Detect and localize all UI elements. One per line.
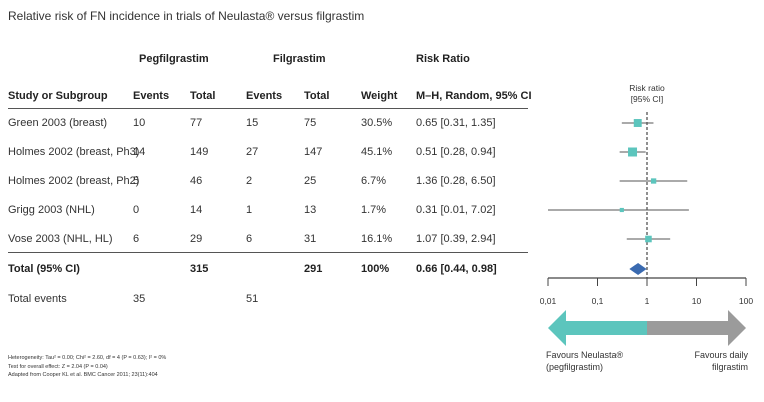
risk-ratio-ci: 0.51 [0.28, 0.94] — [416, 146, 496, 158]
header-divider — [8, 108, 528, 109]
events-fil: 15 — [246, 117, 259, 129]
chart-title: Relative risk of FN incidence in trials … — [8, 9, 365, 23]
study-name: Vose 2003 (NHL, HL) — [8, 233, 113, 245]
footnotes: Heterogeneity: Tau² = 0.00; Chi² = 2.60,… — [8, 354, 166, 380]
source-note: Adapted from Cooper KL et al. BMC Cancer… — [8, 372, 158, 378]
events-peg: 6 — [133, 233, 140, 245]
tick-label: 10 — [692, 296, 702, 306]
study-name: Grigg 2003 (NHL) — [8, 204, 95, 216]
total-events-fil: 51 — [246, 293, 259, 305]
point-marker — [619, 207, 624, 213]
group-header-pegfilgrastim: Pegfilgrastim — [139, 53, 209, 65]
total-divider — [8, 252, 528, 253]
tick-label: 0,1 — [592, 296, 604, 306]
weight: 6.7% — [361, 175, 387, 187]
favours-left-label: Favours Neulasta® — [546, 350, 624, 360]
heterogeneity-note: Heterogeneity: Tau² = 0.00; Chi² = 2.60,… — [8, 355, 167, 361]
total-fil: 25 — [304, 175, 317, 187]
total-fil: 31 — [304, 233, 317, 245]
risk-ratio-ci: 1.36 [0.28, 6.50] — [416, 175, 496, 187]
total-peg: 149 — [190, 146, 209, 158]
favours-right-arrow — [647, 310, 746, 346]
favours-left-label: (pegfilgrastim) — [546, 362, 603, 372]
column-header-study: Study or Subgroup — [8, 90, 108, 102]
column-header-weight: Weight — [361, 90, 398, 102]
total-risk-ratio-ci: 0.66 [0.44, 0.98] — [416, 263, 497, 275]
total-weight: 100% — [361, 263, 390, 275]
tick-label: 0,01 — [540, 296, 557, 306]
column-header-events-fil: Events — [246, 90, 283, 102]
total-peg: 46 — [190, 175, 203, 187]
overall-effect-note: Test for overall effect: Z = 2.04 (P = 0… — [8, 363, 108, 370]
total-fil: 75 — [304, 117, 317, 129]
column-header-total-fil: Total — [304, 90, 330, 102]
column-header-events-peg: Events — [133, 90, 170, 102]
weight: 16.1% — [361, 233, 393, 245]
events-fil: 27 — [246, 146, 259, 158]
point-marker — [650, 178, 657, 184]
total-peg: 14 — [190, 204, 203, 216]
events-fil: 2 — [246, 175, 253, 187]
tick-label: 1 — [645, 296, 650, 306]
group-header-risk-ratio: Risk Ratio — [416, 53, 470, 65]
group-header-filgrastim: Filgrastim — [273, 53, 326, 65]
favours-left-arrow — [548, 310, 647, 346]
favours-right-label: Favours daily — [694, 350, 748, 360]
events-peg: 5 — [133, 175, 140, 187]
study-name: Green 2003 (breast) — [8, 117, 108, 129]
total-label: Total (95% CI) — [8, 263, 80, 275]
total-peg: 315 — [190, 263, 209, 275]
risk-ratio-ci: 0.31 [0.01, 7.02] — [416, 204, 496, 216]
events-fil: 6 — [246, 233, 253, 245]
point-marker — [628, 147, 638, 157]
events-peg: 10 — [133, 117, 146, 129]
risk-ratio-ci: 0.65 [0.31, 1.35] — [416, 117, 496, 129]
pooled-diamond — [629, 263, 647, 275]
events-label: Total events — [8, 293, 67, 305]
total-fil: 291 — [304, 263, 323, 275]
weight: 30.5% — [361, 117, 393, 129]
weight: 1.7% — [361, 204, 387, 216]
favours-right-label: filgrastim — [712, 362, 748, 372]
weight: 45.1% — [361, 146, 393, 158]
column-header-total-peg: Total — [190, 90, 216, 102]
study-name: Holmes 2002 (breast, Ph2) — [8, 175, 140, 187]
point-marker — [633, 119, 642, 127]
events-peg: 0 — [133, 204, 140, 216]
total-peg: 77 — [190, 117, 203, 129]
total-peg: 29 — [190, 233, 203, 245]
plot-title: Risk ratio — [629, 83, 665, 93]
plot-subtitle: [95% CI] — [631, 94, 664, 104]
study-name: Holmes 2002 (breast, Ph3) — [8, 146, 140, 158]
point-marker — [645, 235, 652, 243]
events-peg: 14 — [133, 146, 146, 158]
events-fil: 1 — [246, 204, 253, 216]
total-events-peg: 35 — [133, 293, 146, 305]
total-fil: 13 — [304, 204, 317, 216]
risk-ratio-ci: 1.07 [0.39, 2.94] — [416, 233, 496, 245]
total-fil: 147 — [304, 146, 323, 158]
column-header-method: M–H, Random, 95% CI — [416, 90, 532, 102]
tick-label: 100 — [739, 296, 753, 306]
